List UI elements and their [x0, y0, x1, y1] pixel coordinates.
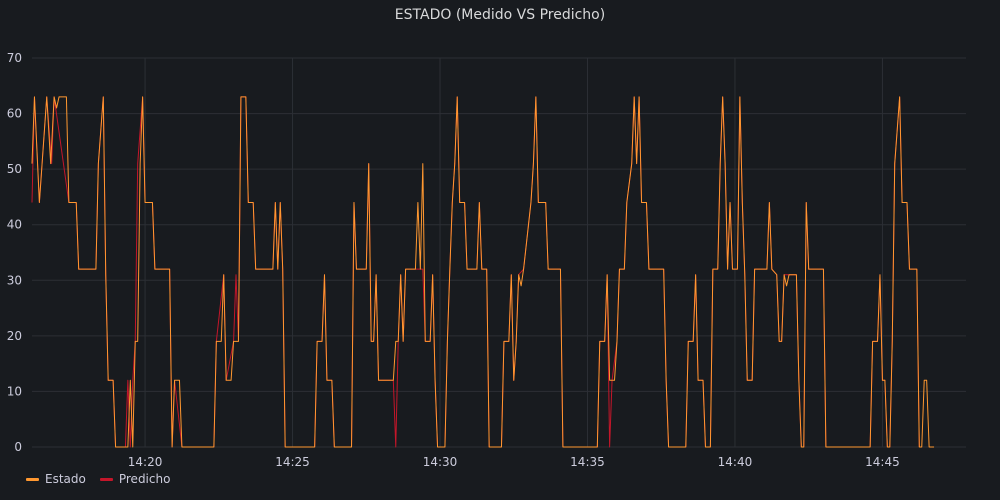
x-tick-label: 14:30 — [423, 455, 458, 469]
x-tick-label: 14:25 — [275, 455, 310, 469]
legend-label: Estado — [45, 472, 86, 486]
y-tick-label: 30 — [7, 273, 22, 287]
y-tick-label: 70 — [7, 51, 22, 65]
y-tick-label: 0 — [14, 440, 22, 454]
chart-title: ESTADO (Medido VS Predicho) — [394, 7, 606, 23]
x-tick-label: 14:20 — [128, 455, 163, 469]
x-tick-label: 14:45 — [865, 455, 900, 469]
legend: Estado Predicho — [26, 472, 170, 486]
y-tick-label: 20 — [7, 329, 22, 343]
legend-item-estado[interactable]: Estado — [26, 472, 86, 486]
legend-label: Predicho — [118, 472, 171, 486]
series-line-predicho — [31, 96, 920, 448]
y-tick-label: 60 — [7, 107, 22, 121]
x-tick-label: 14:35 — [570, 455, 605, 469]
legend-swatch — [26, 477, 39, 481]
y-tick-label: 50 — [7, 162, 22, 176]
x-tick-label: 14:40 — [718, 455, 753, 469]
y-tick-label: 10 — [7, 384, 22, 398]
legend-swatch — [99, 477, 113, 481]
series-line-estado — [31, 96, 935, 448]
y-tick-label: 40 — [7, 218, 22, 232]
legend-item-predicho[interactable]: Predicho — [99, 472, 171, 486]
